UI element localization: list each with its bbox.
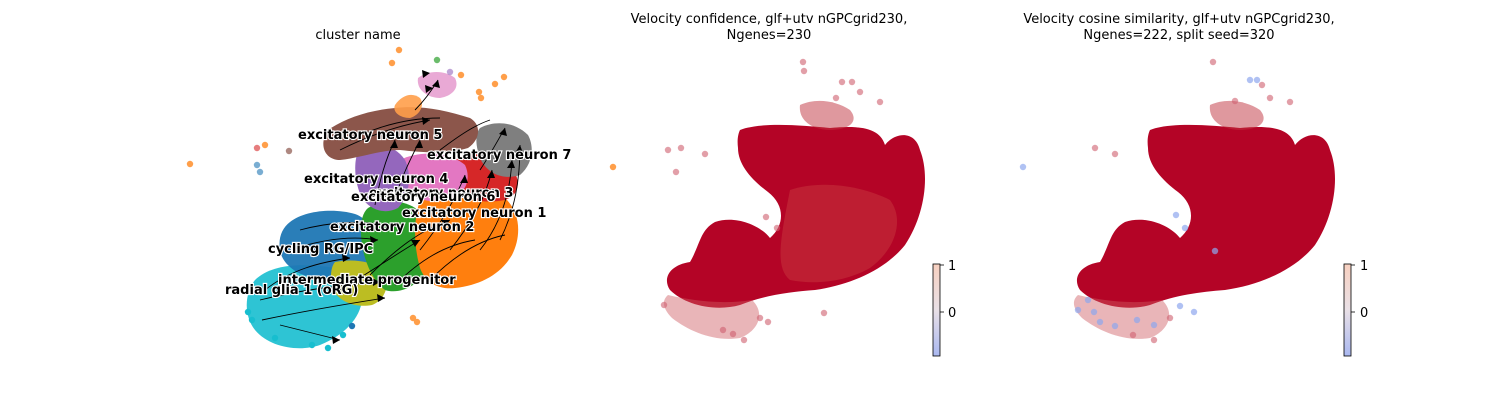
panel-cluster: cluster name (186, 28, 617, 352)
cluster-spur (394, 94, 422, 118)
cosine-bottom-fringe (1073, 295, 1170, 339)
confidence-bottom-fringe (663, 295, 760, 339)
panel-2-title-line-1: Velocity confidence, glf+utv nGPCgrid230… (631, 12, 908, 27)
colorbar-cosine-tick-0: 0 (1360, 306, 1368, 321)
outlier-points (186, 46, 617, 352)
cosine-scatter (1019, 58, 1335, 344)
colorbar-confidence-tick-0: 0 (948, 306, 956, 321)
cluster-excitatory-1 (415, 192, 519, 289)
label-excitatory-1: excitatory neuron 1 (402, 206, 546, 221)
label-intermediate-progenitor: intermediate progenitor (278, 273, 456, 288)
panel-3-title-line-2: Ngenes=222, split seed=320 (1083, 28, 1274, 43)
colorbar-confidence: 1 0 (932, 259, 956, 357)
colorbar-confidence-tick-1: 1 (948, 259, 956, 274)
velocity-streamlines (259, 79, 521, 341)
confidence-top-fringe (799, 100, 854, 130)
panel-3-title-line-1: Velocity cosine similarity, glf+utv nGPC… (1023, 12, 1334, 27)
label-excitatory-4: excitatory neuron 4 (304, 172, 448, 187)
label-cycling-rg: cycling RG/IPC (268, 242, 373, 257)
panel-confidence: Velocity confidence, glf+utv nGPCgrid230… (631, 12, 956, 357)
cosine-top-fringe (1209, 100, 1264, 130)
label-excitatory-6: excitatory neuron 6 (351, 190, 495, 205)
cluster-labels: excitatory neuron 5 excitatory neuron 7 … (224, 127, 573, 299)
cluster-excitatory-5 (323, 107, 479, 160)
panel-2-title-line-2: Ngenes=230 (727, 28, 812, 43)
colorbar-cosine: 1 0 (1343, 259, 1368, 357)
label-excitatory-7: excitatory neuron 7 (427, 148, 571, 163)
label-radial-glia: radial glia 1 (oRG) (225, 283, 358, 298)
cluster-excitatory-4 (355, 144, 410, 212)
velocity-arrowheads (332, 70, 523, 344)
confidence-cloud-lighter (780, 184, 898, 283)
cosine-outliers-red (1091, 58, 1294, 344)
cosine-cloud (1076, 124, 1335, 308)
colorbar-cosine-bar (1343, 263, 1352, 357)
label-excitatory-3: excitatory neuron 3 (369, 186, 513, 201)
colorbar-cosine-tick-1: 1 (1360, 259, 1368, 274)
cosine-outliers-blue (1019, 76, 1261, 330)
colorbar-confidence-bar (932, 263, 941, 357)
confidence-outliers (660, 58, 884, 344)
confidence-scatter (660, 58, 925, 344)
label-excitatory-2: excitatory neuron 2 (330, 220, 474, 235)
cluster-excitatory-6 (394, 153, 468, 202)
panel-cosine: Velocity cosine similarity, glf+utv nGPC… (1019, 12, 1368, 357)
label-excitatory-5: excitatory neuron 5 (298, 128, 442, 143)
cluster-excitatory-7 (476, 123, 532, 177)
panel-1-title: cluster name (315, 28, 400, 43)
